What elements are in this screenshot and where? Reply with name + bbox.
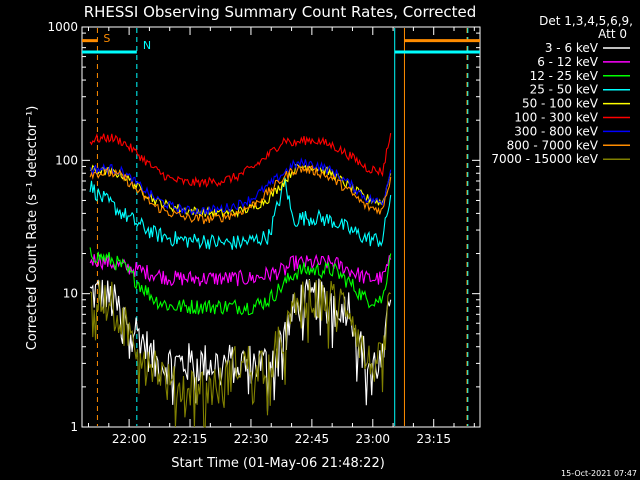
legend-label: 3 - 6 keV <box>545 41 599 55</box>
annotation-label: S <box>103 32 110 45</box>
footer-timestamp: 15-Oct-2021 07:47 <box>561 469 637 478</box>
series-line <box>89 132 392 188</box>
x-tick-labels: 22:00 22:15 22:30 22:45 23:00 23:15 <box>112 432 451 446</box>
legend-label: 7000 - 15000 keV <box>491 152 598 166</box>
legend-label: 12 - 25 keV <box>530 69 599 83</box>
legend-header-2: Att 0 <box>598 27 627 41</box>
x-axis-label: Start Time (01-May-06 21:48:22) <box>171 456 385 471</box>
y-tick-label: 10 <box>63 287 78 301</box>
series-line <box>89 247 392 316</box>
series-line <box>89 279 391 428</box>
series-line <box>89 177 392 250</box>
x-tick-label: 22:30 <box>234 432 269 446</box>
x-tick-label: 22:45 <box>295 432 330 446</box>
y-tick-label: 1000 <box>47 20 78 34</box>
y-tick-label: 1 <box>70 420 78 434</box>
flag-bars <box>82 39 480 54</box>
annotations: SN <box>96 28 469 426</box>
x-tick-label: 23:15 <box>416 432 451 446</box>
axis-ticks <box>82 26 480 428</box>
series-line <box>89 164 392 219</box>
annotation-label: N <box>143 39 151 52</box>
legend-label: 800 - 7000 keV <box>507 138 599 152</box>
x-tick-label: 22:00 <box>112 432 147 446</box>
x-tick-label: 22:15 <box>173 432 208 446</box>
y-tick-labels: 1 10 100 1000 <box>47 20 78 434</box>
series-line <box>89 164 392 225</box>
chart-title: RHESSI Observing Summary Count Rates, Co… <box>84 3 477 21</box>
plot-frame <box>81 26 481 428</box>
legend-label: 100 - 300 keV <box>514 111 598 125</box>
legend-label: 300 - 800 keV <box>514 124 598 138</box>
series-lines <box>89 132 392 428</box>
legend-label: 6 - 12 keV <box>537 55 599 69</box>
legend-label: 50 - 100 keV <box>522 97 599 111</box>
legend-header-1: Det 1,3,4,5,6,9, <box>539 14 633 28</box>
legend-label: 25 - 50 keV <box>530 83 599 97</box>
x-tick-label: 23:00 <box>355 432 390 446</box>
y-tick-label: 100 <box>55 153 78 167</box>
y-axis-label: Corrected Count Rate (s⁻¹ detector⁻¹) <box>25 106 40 351</box>
series-line <box>89 253 392 287</box>
